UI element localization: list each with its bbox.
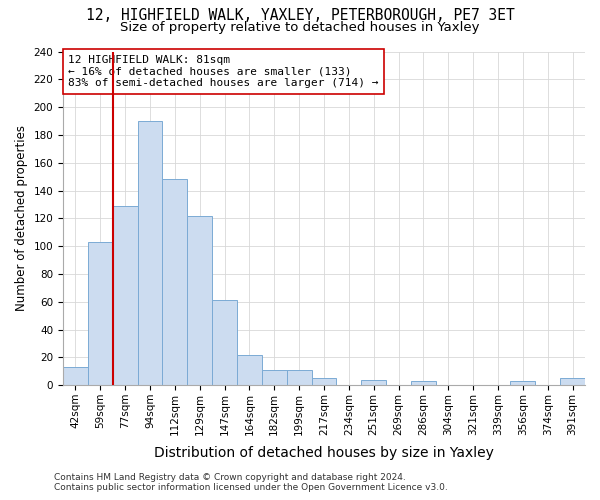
Text: 12 HIGHFIELD WALK: 81sqm
← 16% of detached houses are smaller (133)
83% of semi-: 12 HIGHFIELD WALK: 81sqm ← 16% of detach… [68, 55, 379, 88]
Bar [88, 242, 113, 385]
Bar [212, 300, 237, 385]
X-axis label: Distribution of detached houses by size in Yaxley: Distribution of detached houses by size … [154, 446, 494, 460]
Bar [113, 206, 137, 385]
Bar [237, 354, 262, 385]
Bar [411, 381, 436, 385]
Bar [311, 378, 337, 385]
Bar [63, 367, 88, 385]
Bar [511, 381, 535, 385]
Bar [287, 370, 311, 385]
Text: 12, HIGHFIELD WALK, YAXLEY, PETERBOROUGH, PE7 3ET: 12, HIGHFIELD WALK, YAXLEY, PETERBOROUGH… [86, 8, 514, 22]
Bar [163, 180, 187, 385]
Text: Contains HM Land Registry data © Crown copyright and database right 2024.
Contai: Contains HM Land Registry data © Crown c… [54, 473, 448, 492]
Bar [137, 121, 163, 385]
Text: Size of property relative to detached houses in Yaxley: Size of property relative to detached ho… [120, 21, 480, 34]
Bar [361, 380, 386, 385]
Y-axis label: Number of detached properties: Number of detached properties [15, 126, 28, 312]
Bar [187, 216, 212, 385]
Bar [262, 370, 287, 385]
Bar [560, 378, 585, 385]
